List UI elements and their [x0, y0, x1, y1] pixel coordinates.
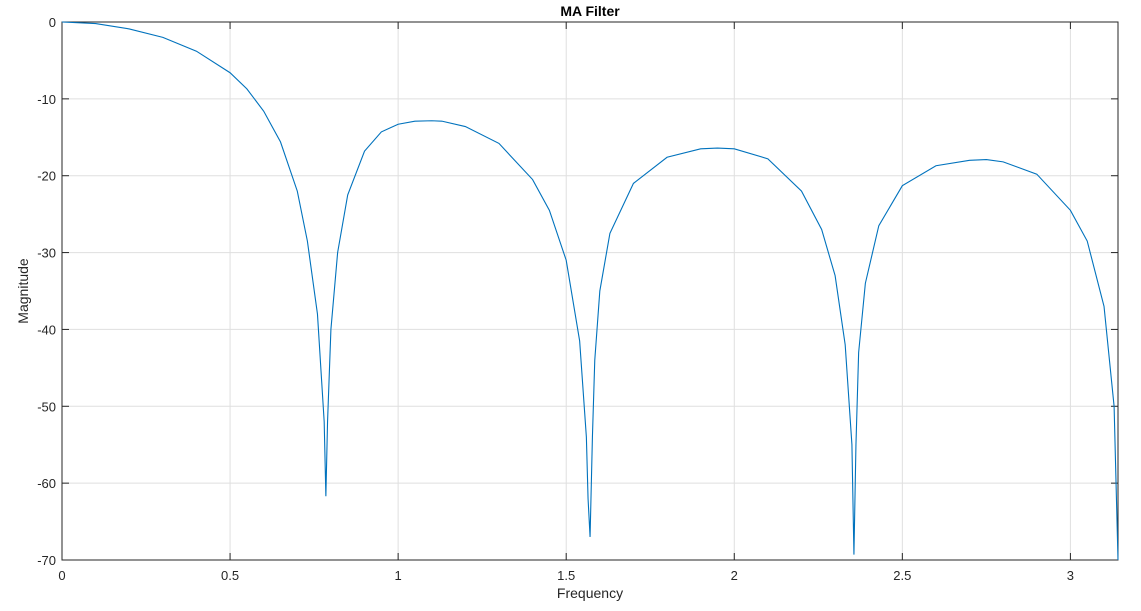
x-tick-label: 0.5	[221, 568, 239, 583]
plot-background	[62, 22, 1118, 560]
plot-frame	[61, 21, 1119, 561]
y-tick-label: -50	[37, 399, 56, 414]
x-tick-label: 0	[58, 568, 65, 583]
x-tick-label: 3	[1067, 568, 1074, 583]
y-tick-label: -30	[37, 246, 56, 261]
y-tick-label: -70	[37, 553, 56, 568]
y-tick-label: -20	[37, 169, 56, 184]
y-tick-label: -60	[37, 476, 56, 491]
y-tick-label: -40	[37, 322, 56, 337]
y-tick-labels: 0 -10 -20 -30 -40 -50 -60 -70	[37, 15, 56, 568]
x-tick-label: 2	[731, 568, 738, 583]
y-axis-label: Magnitude	[15, 258, 31, 324]
y-tick-label: 0	[49, 15, 56, 30]
x-tick-labels: 0 0.5 1 1.5 2 2.5 3	[58, 568, 1074, 583]
y-tick-label: -10	[37, 92, 56, 107]
x-tick-label: 1.5	[557, 568, 575, 583]
grid	[62, 22, 1118, 560]
x-tick-label: 1	[395, 568, 402, 583]
x-tick-label: 2.5	[893, 568, 911, 583]
x-axis-label: Frequency	[557, 585, 623, 601]
series-line	[61, 21, 1119, 561]
chart-title: MA Filter	[560, 3, 620, 19]
